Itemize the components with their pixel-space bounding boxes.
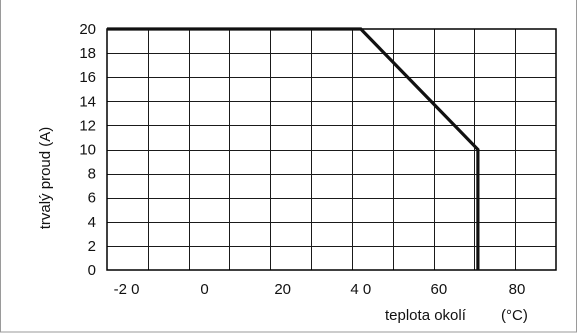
y-tick-label: 8 [88,166,96,183]
y-tick-label: 0 [88,262,96,279]
x-axis-unit: (°C) [501,307,528,324]
y-tick-label: 18 [79,45,96,62]
y-tick-label: 16 [79,69,96,86]
y-tick-label: 14 [79,93,96,110]
y-tick-label: 20 [79,21,96,38]
x-tick-label: 0 [200,281,208,298]
x-tick-label: 60 [431,281,448,298]
x-tick-labels: -2 0 0 20 4 0 60 80 [114,281,526,298]
x-tick-label: 20 [274,281,291,298]
y-tick-label: 12 [79,117,96,134]
grid [107,29,556,270]
x-tick-label: 80 [509,281,526,298]
series-line [107,27,480,270]
y-tick-labels: 0 2 4 6 8 10 12 14 16 18 20 [79,21,96,279]
y-tick-label: 2 [88,238,96,255]
y-tick-label: 4 [88,214,96,231]
y-axis-label: trvalý proud (A) [37,127,54,230]
y-tick-label: 10 [79,142,96,159]
series-layer [107,27,480,270]
x-axis-label: teplota okolí [385,307,467,324]
x-tick-label: -2 0 [114,281,140,298]
plot-area-border [106,28,557,271]
x-tick-label: 4 0 [350,281,371,298]
y-tick-label: 6 [88,190,96,207]
